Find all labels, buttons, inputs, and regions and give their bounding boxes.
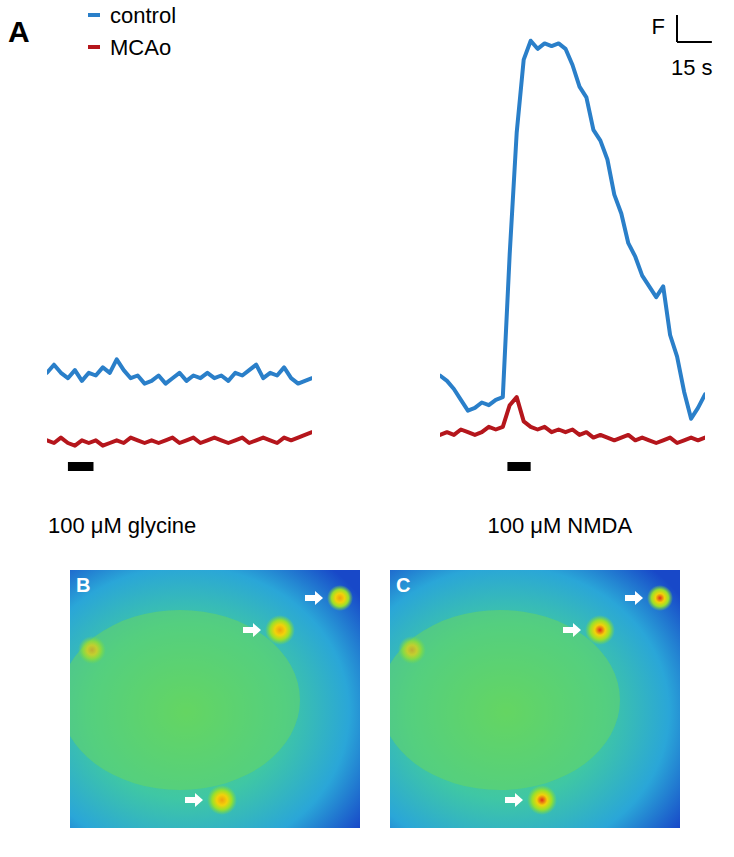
trace bbox=[440, 41, 705, 419]
stimulus-bar bbox=[507, 462, 530, 471]
image bbox=[390, 570, 680, 828]
plot-area bbox=[47, 359, 312, 445]
panel-label: C bbox=[396, 574, 410, 596]
arrow bbox=[185, 793, 203, 807]
plot-area bbox=[440, 41, 705, 443]
cell bbox=[585, 615, 615, 645]
scale-bar-label: F bbox=[652, 14, 665, 39]
trace bbox=[440, 397, 705, 443]
legend-swatch bbox=[88, 45, 100, 49]
stimulus-label: 100 μM NMDA bbox=[487, 513, 632, 538]
cell bbox=[207, 785, 237, 815]
cell bbox=[327, 585, 353, 611]
arrow bbox=[243, 623, 261, 637]
trace bbox=[47, 359, 312, 383]
arrow bbox=[505, 793, 523, 807]
tissue bbox=[70, 610, 300, 790]
stimulus-label: 100 μM glycine bbox=[48, 513, 196, 538]
trace bbox=[47, 432, 312, 446]
arrow bbox=[563, 623, 581, 637]
cell bbox=[265, 615, 295, 645]
legend-swatch bbox=[88, 13, 100, 17]
cell bbox=[527, 785, 557, 815]
stimulus-bar bbox=[68, 462, 94, 471]
scale-bar-x bbox=[677, 41, 712, 43]
tissue bbox=[390, 610, 620, 790]
cell bbox=[398, 636, 426, 664]
cell bbox=[647, 585, 673, 611]
scale-bar-label: 15 s bbox=[671, 55, 713, 80]
figure: A 100 μM glycine control MCAo 100 μM NMDA F15… bbox=[0, 0, 734, 857]
scale-bar-y bbox=[676, 15, 678, 42]
image bbox=[70, 570, 360, 828]
cell bbox=[78, 636, 106, 664]
panel-label: A bbox=[8, 15, 30, 48]
panel-label: B bbox=[76, 574, 90, 596]
legend-entry: control bbox=[110, 3, 176, 28]
legend-entry: MCAo bbox=[110, 35, 171, 60]
arrow bbox=[625, 591, 643, 605]
arrow bbox=[305, 591, 323, 605]
